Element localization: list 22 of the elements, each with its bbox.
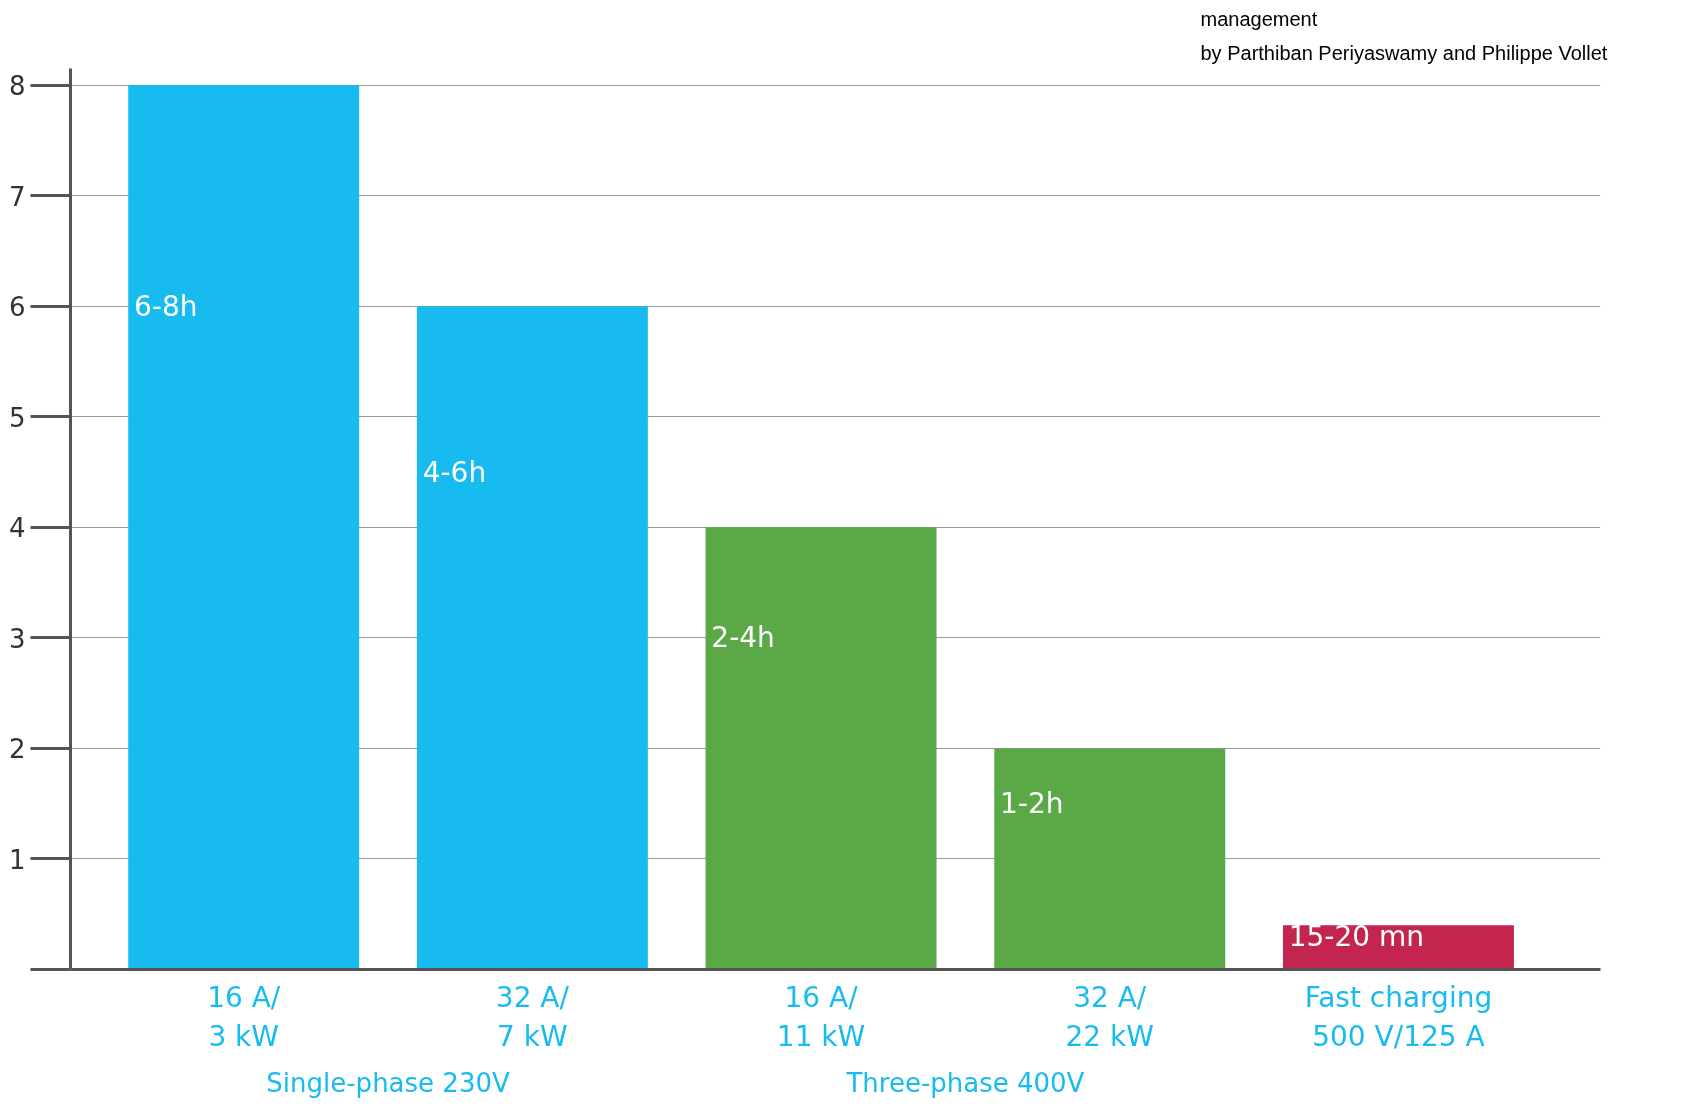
x-tick-label: 16 A/ 11 kW — [776, 980, 866, 1054]
y-tick-label: 6 — [8, 292, 26, 323]
text: Single-phase 230V — [266, 1067, 510, 1098]
data-label: 2-4h — [711, 621, 775, 655]
y-tick-label: 4 — [8, 513, 26, 544]
data-label: 4-6h — [422, 455, 487, 489]
x-tick-label: Fast charging 500 V/125 A — [1304, 980, 1493, 1054]
x-tick-label: 16 A/ 3 kW — [207, 980, 281, 1054]
text: Three-phase 400V — [845, 1067, 1085, 1098]
y-tick-label: 8 — [8, 71, 26, 102]
data-label: 15-20 mn — [1288, 919, 1425, 953]
text: management — [1200, 7, 1318, 30]
y-tick-label: 1 — [8, 844, 26, 875]
y-tick-label: 2 — [8, 734, 26, 765]
x-tick-label: 32 A/ 7 kW — [495, 980, 570, 1054]
data-label: 6-8h — [134, 289, 198, 323]
text: by Parthiban Periyaswamy and Philippe Vollet — [1200, 41, 1608, 64]
data-label: 1-2h — [1000, 787, 1064, 821]
y-tick-label: 5 — [8, 402, 26, 433]
y-tick-label: 7 — [8, 181, 26, 212]
y-tick-label: 3 — [8, 623, 26, 654]
x-tick-label: 32 A/ 22 kW — [1065, 980, 1154, 1054]
